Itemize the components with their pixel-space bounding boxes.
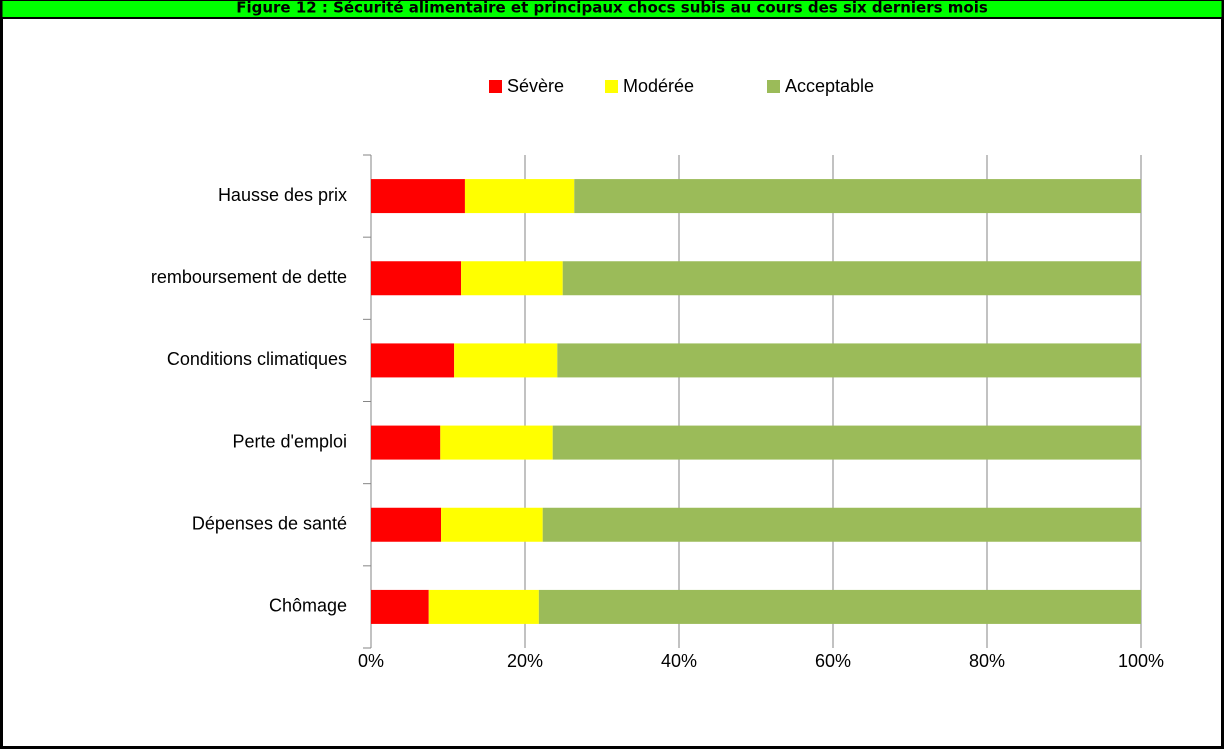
x-tick-label: 60% [815, 651, 851, 671]
chart-title: Figure 12 : Sécurité alimentaire et prin… [236, 0, 988, 17]
bar-segment [441, 507, 543, 542]
bar-segment [464, 179, 575, 214]
y-tick-label: Chômage [269, 596, 347, 616]
bar-segment [461, 261, 563, 296]
legend-label: Modérée [623, 76, 694, 96]
x-tick-label: 20% [507, 651, 543, 671]
bar-segment [542, 507, 1141, 542]
legend-swatch [767, 80, 780, 93]
y-tick-label: Hausse des prix [218, 185, 347, 205]
x-tick-label: 80% [969, 651, 1005, 671]
title-banner [0, 0, 1224, 19]
legend-swatch [605, 80, 618, 93]
bar-segment [371, 343, 455, 378]
bar-segment [371, 589, 429, 624]
x-tick-label: 0% [358, 651, 384, 671]
y-tick-label: remboursement de dette [151, 267, 347, 287]
bar-segment [552, 425, 1141, 460]
bar-segment [371, 179, 465, 214]
bar-segment [371, 507, 442, 542]
bar-segment [454, 343, 558, 378]
y-tick-label: Conditions climatiques [167, 349, 347, 369]
y-tick-label: Perte d'emploi [233, 431, 348, 451]
legend-swatch [489, 80, 502, 93]
legend-label: Sévère [507, 76, 564, 96]
legend-label: Acceptable [785, 76, 874, 96]
bar-segment [538, 589, 1141, 624]
bar-segment [574, 179, 1141, 214]
y-tick-label: Dépenses de santé [192, 514, 347, 534]
bar-segment [557, 343, 1141, 378]
x-tick-label: 40% [661, 651, 697, 671]
bar-segment [371, 261, 462, 296]
bar-segment [428, 589, 539, 624]
x-tick-label: 100% [1118, 651, 1164, 671]
bar-segment [440, 425, 553, 460]
bar-segment [371, 425, 441, 460]
bar-segment [562, 261, 1141, 296]
